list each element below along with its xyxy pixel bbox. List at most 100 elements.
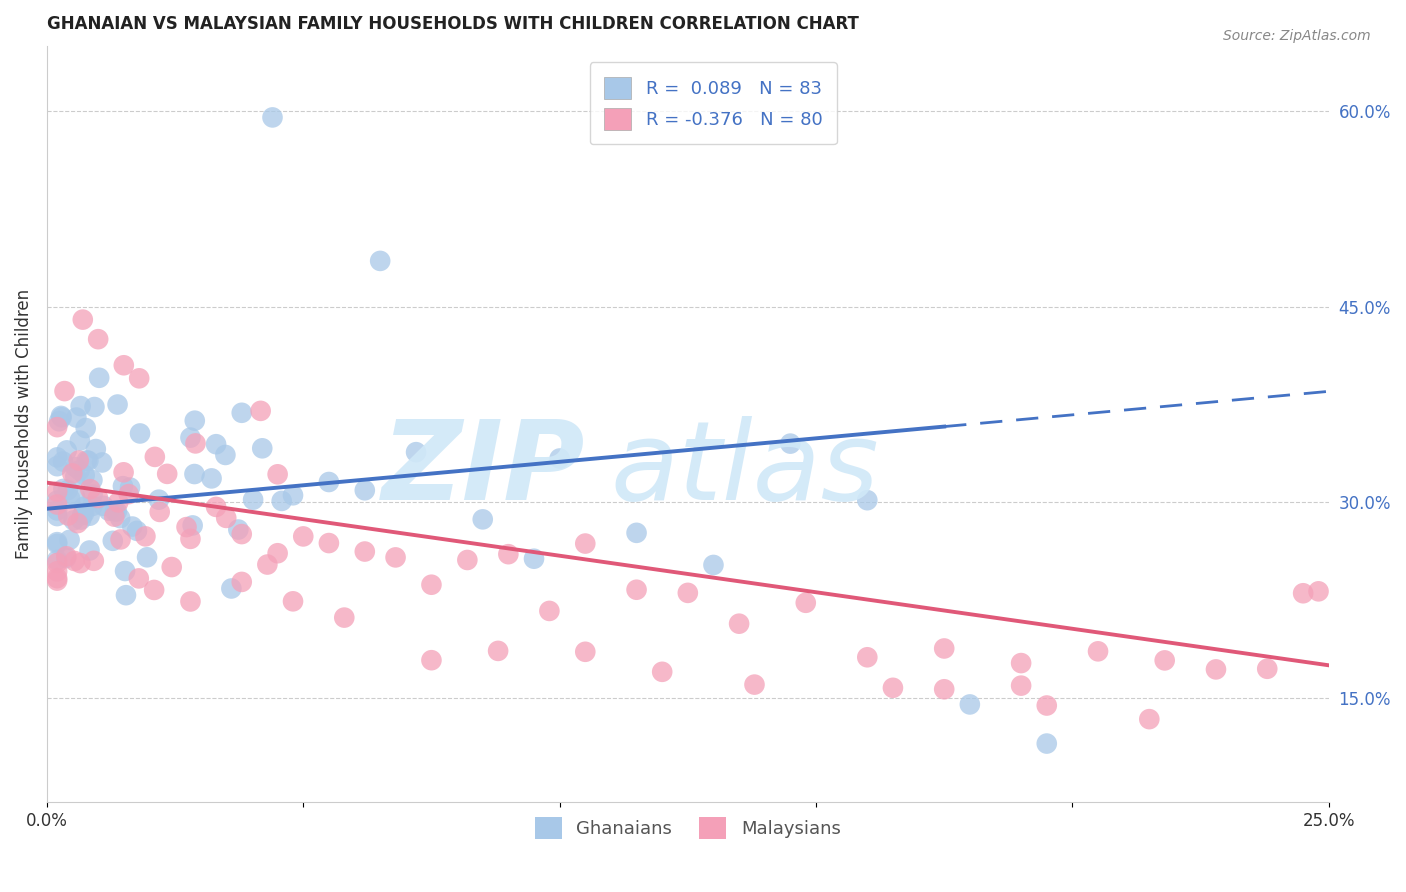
Point <box>66 516 89 530</box>
Point <box>105 504 128 518</box>
Point <box>97 504 120 518</box>
Point <box>184 414 207 428</box>
Point <box>626 582 648 597</box>
Point <box>882 681 904 695</box>
Point <box>333 610 356 624</box>
Point <box>76 453 98 467</box>
Point <box>221 582 243 596</box>
Point <box>46 509 69 524</box>
Point <box>46 556 69 570</box>
Point <box>65 410 87 425</box>
Point <box>101 533 124 548</box>
Point <box>136 550 159 565</box>
Point <box>281 594 304 608</box>
Point <box>523 551 546 566</box>
Point <box>205 437 228 451</box>
Point <box>59 491 82 506</box>
Point <box>121 519 143 533</box>
Point <box>143 582 166 597</box>
Point <box>73 507 96 521</box>
Point <box>46 503 69 517</box>
Point <box>46 420 69 434</box>
Point <box>405 445 427 459</box>
Point <box>55 551 77 566</box>
Point <box>183 467 205 481</box>
Point <box>69 463 91 477</box>
Point <box>318 475 340 489</box>
Point <box>215 511 238 525</box>
Point <box>75 421 97 435</box>
Point <box>538 604 561 618</box>
Point <box>52 482 75 496</box>
Point <box>574 645 596 659</box>
Point <box>1035 737 1057 751</box>
Point <box>548 451 571 466</box>
Point <box>134 529 156 543</box>
Point <box>1035 698 1057 713</box>
Point <box>73 468 96 483</box>
Point <box>318 536 340 550</box>
Point <box>115 588 138 602</box>
Point <box>49 409 72 423</box>
Point <box>63 489 86 503</box>
Point <box>111 479 134 493</box>
Point <box>87 332 110 346</box>
Y-axis label: Family Households with Children: Family Households with Children <box>15 289 32 559</box>
Point <box>82 487 104 501</box>
Point <box>959 698 981 712</box>
Point <box>498 547 520 561</box>
Point <box>67 453 90 467</box>
Point <box>55 549 77 564</box>
Point <box>79 482 101 496</box>
Point <box>60 467 83 481</box>
Legend: Ghanaians, Malaysians: Ghanaians, Malaysians <box>527 810 848 847</box>
Point <box>179 532 201 546</box>
Point <box>46 493 69 508</box>
Point <box>69 434 91 448</box>
Point <box>728 616 751 631</box>
Point <box>62 513 84 527</box>
Point <box>79 543 101 558</box>
Point <box>1308 584 1330 599</box>
Point <box>77 454 100 468</box>
Point <box>205 500 228 514</box>
Point <box>107 495 129 509</box>
Point <box>112 465 135 479</box>
Text: GHANAIAN VS MALAYSIAN FAMILY HOUSEHOLDS WITH CHILDREN CORRELATION CHART: GHANAIAN VS MALAYSIAN FAMILY HOUSEHOLDS … <box>46 15 859 33</box>
Point <box>179 431 201 445</box>
Point <box>368 253 391 268</box>
Point <box>702 558 724 572</box>
Point <box>856 493 879 508</box>
Point <box>56 508 79 523</box>
Point <box>794 596 817 610</box>
Point <box>56 483 79 497</box>
Point <box>46 484 69 499</box>
Point <box>114 564 136 578</box>
Point <box>1256 662 1278 676</box>
Point <box>231 527 253 541</box>
Point <box>1137 712 1160 726</box>
Point <box>270 494 292 508</box>
Point <box>148 492 170 507</box>
Point <box>149 505 172 519</box>
Point <box>69 556 91 570</box>
Point <box>231 406 253 420</box>
Point <box>110 533 132 547</box>
Point <box>1292 586 1315 600</box>
Point <box>84 442 107 456</box>
Point <box>262 111 284 125</box>
Point <box>65 469 87 483</box>
Point <box>420 653 443 667</box>
Point <box>252 442 274 456</box>
Point <box>181 518 204 533</box>
Point <box>82 473 104 487</box>
Point <box>59 533 82 547</box>
Point <box>46 450 69 465</box>
Point <box>266 467 288 482</box>
Point <box>676 586 699 600</box>
Point <box>486 644 509 658</box>
Point <box>292 529 315 543</box>
Point <box>46 459 69 474</box>
Point <box>384 550 406 565</box>
Point <box>128 571 150 585</box>
